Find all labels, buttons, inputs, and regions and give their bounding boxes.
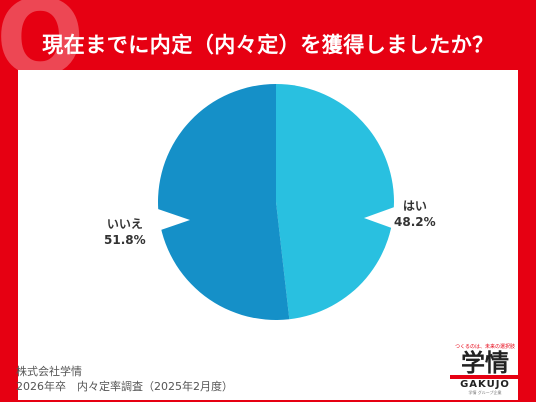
- slice-label-no: いいえ 51.8%: [104, 216, 146, 248]
- slice-name-no: いいえ: [106, 217, 143, 231]
- chart-panel: はい 48.2% いいえ 51.8%: [18, 70, 518, 400]
- callout-notch-no: [152, 207, 190, 233]
- callout-notch-yes: [364, 205, 400, 231]
- logo-main: 学情: [461, 347, 509, 377]
- logo-bar: [450, 375, 520, 379]
- pie-chart: [152, 84, 400, 320]
- logo-tagline: つくるのは、未来の選択肢: [455, 343, 515, 350]
- gakujo-logo: つくるのは、未来の選択肢 学情 GAKUJO 学情 グループ企業: [444, 343, 526, 396]
- source-note: 株式会社学情 2026年卒 内々定率調査（2025年2月度）: [16, 365, 233, 394]
- source-survey: 2026年卒 内々定率調査（2025年2月度）: [16, 379, 233, 393]
- pie-slice-no: [157, 84, 290, 320]
- source-company: 株式会社学情: [16, 365, 82, 379]
- slice-name-yes: はい: [402, 199, 427, 213]
- page-title: 現在までに内定（内々定）を獲得しましたか？: [42, 33, 494, 57]
- slice-value-no: 51.8%: [104, 233, 146, 248]
- pie-slice-yes: [276, 84, 394, 320]
- slice-value-yes: 48.2%: [394, 215, 436, 230]
- logo-sub: 学情 グループ企業: [468, 390, 502, 395]
- slice-label-yes: はい 48.2%: [394, 198, 436, 230]
- logo-name: GAKUJO: [460, 379, 510, 390]
